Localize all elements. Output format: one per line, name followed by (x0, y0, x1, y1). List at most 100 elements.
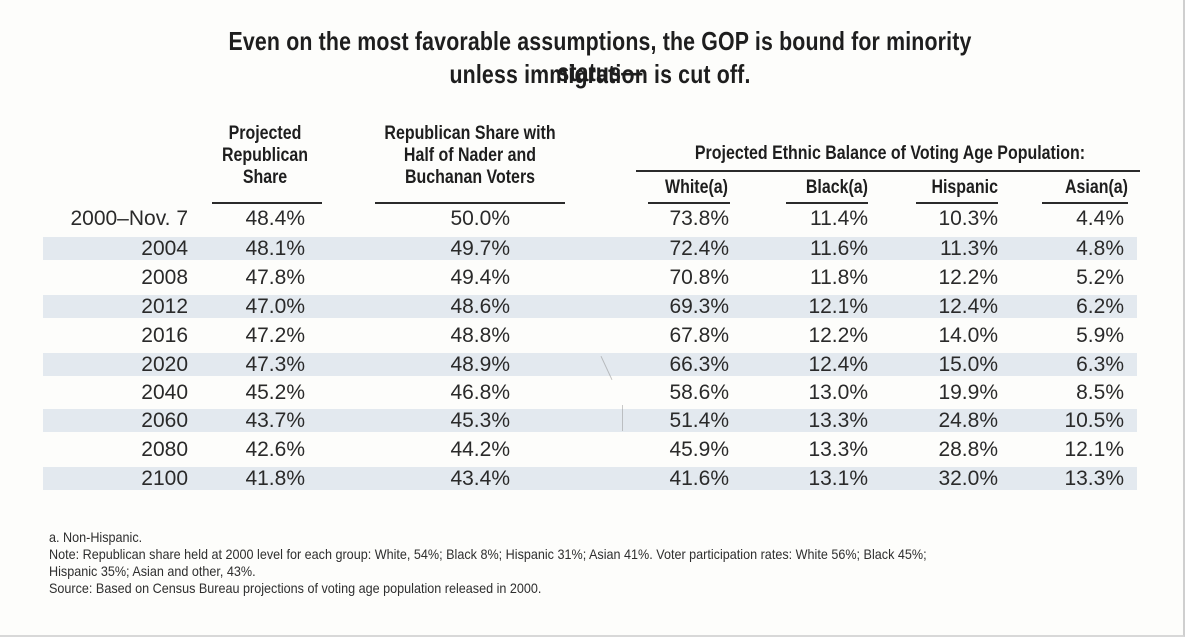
header-projected-line-1: Projected (228, 123, 302, 144)
source-note: Source: Based on Census Bureau projectio… (49, 580, 542, 596)
cell-republican-share: 44.2% (450, 438, 510, 461)
header-black: Black(a) (805, 177, 868, 198)
cell-asian: 6.2% (1076, 295, 1124, 318)
cell-asian: 8.5% (1076, 381, 1124, 404)
row-stripe (43, 467, 1137, 490)
cell-black: 13.3% (808, 409, 868, 432)
header-projected-line-3: Share (242, 167, 288, 188)
header-projected-line-2: Republican (221, 145, 309, 166)
cell-hispanic: 12.4% (938, 295, 998, 318)
cell-projected-share: 47.0% (245, 295, 305, 318)
cell-projected-share: 41.8% (245, 467, 305, 490)
cell-asian: 4.8% (1076, 237, 1124, 260)
header-projected-republican-share: Projected Republican Share (210, 123, 319, 189)
footnote-a: a. Non-Hispanic. (49, 529, 143, 545)
cell-white: 72.4% (669, 237, 729, 260)
row-stripe (43, 353, 1137, 376)
cell-black: 11.4% (810, 207, 868, 230)
cell-republican-share: 48.9% (450, 353, 510, 376)
cell-projected-share: 48.1% (245, 237, 305, 260)
row-stripe (43, 237, 1137, 260)
cell-projected-share: 47.8% (245, 266, 305, 289)
cell-projected-share: 47.2% (245, 324, 305, 347)
cell-white: 73.8% (669, 207, 729, 230)
cell-hispanic: 14.0% (938, 324, 998, 347)
header-rule-asian (1042, 202, 1128, 204)
cell-year: 2040 (141, 381, 188, 404)
header-rule-black (786, 202, 868, 204)
cell-projected-share: 43.7% (245, 409, 305, 432)
cell-year: 2000–Nov. 7 (70, 207, 188, 230)
header-rule-hispanic (916, 202, 998, 204)
cell-republican-share: 48.8% (450, 324, 510, 347)
cell-republican-share: 46.8% (450, 381, 510, 404)
cell-year: 2012 (141, 295, 188, 318)
cell-black: 12.2% (808, 324, 868, 347)
header-rep-line-3: Buchanan Voters (404, 167, 536, 188)
cell-hispanic: 10.3% (938, 207, 998, 230)
cell-republican-share: 49.4% (450, 266, 510, 289)
cell-year: 2016 (141, 324, 188, 347)
cell-projected-share: 42.6% (245, 438, 305, 461)
cell-hispanic: 15.0% (938, 353, 998, 376)
cell-asian: 5.9% (1076, 324, 1124, 347)
cell-black: 13.3% (808, 438, 868, 461)
header-rule-projected (212, 202, 322, 204)
cell-white: 45.9% (669, 438, 729, 461)
cell-hispanic: 19.9% (938, 381, 998, 404)
cell-white: 67.8% (669, 324, 729, 347)
scan-mark (622, 405, 623, 431)
cell-black: 13.0% (808, 381, 868, 404)
cell-black: 11.6% (810, 237, 868, 260)
cell-year: 2080 (141, 438, 188, 461)
cell-black: 11.8% (810, 266, 868, 289)
note-line-2: Hispanic 35%; Asian and other, 43%. (49, 563, 256, 579)
cell-hispanic: 24.8% (938, 409, 998, 432)
cell-white: 66.3% (669, 353, 729, 376)
cell-asian: 13.3% (1064, 467, 1124, 490)
cell-year: 2004 (141, 237, 188, 260)
cell-year: 2008 (141, 266, 188, 289)
header-hispanic: Hispanic (931, 177, 998, 198)
row-stripe (43, 295, 1137, 318)
note-line-1: Note: Republican share held at 2000 leve… (49, 546, 927, 562)
header-rep-line-1: Republican Share with (384, 123, 556, 144)
cell-year: 2020 (141, 353, 188, 376)
cell-asian: 10.5% (1064, 409, 1124, 432)
cell-year: 2060 (141, 409, 188, 432)
table-title-line-2: unless immigration is cut off. (449, 59, 751, 89)
cell-hispanic: 32.0% (938, 467, 998, 490)
header-white: White(a) (665, 177, 728, 198)
cell-republican-share: 43.4% (450, 467, 510, 490)
cell-asian: 4.4% (1076, 207, 1124, 230)
row-stripe (43, 409, 1137, 432)
cell-asian: 6.3% (1076, 353, 1124, 376)
cell-republican-share: 45.3% (450, 409, 510, 432)
cell-black: 12.1% (808, 295, 868, 318)
cell-republican-share: 50.0% (450, 207, 510, 230)
cell-white: 41.6% (669, 467, 729, 490)
cell-year: 2100 (141, 467, 188, 490)
cell-white: 58.6% (669, 381, 729, 404)
header-rule-white (648, 202, 730, 204)
cell-projected-share: 47.3% (245, 353, 305, 376)
cell-hispanic: 12.2% (938, 266, 998, 289)
header-rule-republican-share (375, 202, 565, 204)
cell-republican-share: 48.6% (450, 295, 510, 318)
cell-white: 69.3% (669, 295, 729, 318)
cell-hispanic: 28.8% (938, 438, 998, 461)
cell-asian: 12.1% (1064, 438, 1124, 461)
cell-republican-share: 49.7% (450, 237, 510, 260)
cell-black: 13.1% (808, 467, 868, 490)
header-ethnic-balance-group: Projected Ethnic Balance of Voting Age P… (694, 143, 1086, 164)
table-notes: a. Non-Hispanic. Note: Republican share … (49, 529, 1039, 597)
header-republican-share-nader-buchanan: Republican Share with Half of Nader and … (373, 123, 566, 189)
header-rep-line-2: Half of Nader and (403, 145, 537, 166)
cell-asian: 5.2% (1076, 266, 1124, 289)
cell-hispanic: 11.3% (940, 237, 998, 260)
cell-projected-share: 48.4% (245, 207, 305, 230)
header-rule-ethnic-group (636, 170, 1140, 172)
cell-white: 51.4% (669, 409, 729, 432)
cell-black: 12.4% (808, 353, 868, 376)
